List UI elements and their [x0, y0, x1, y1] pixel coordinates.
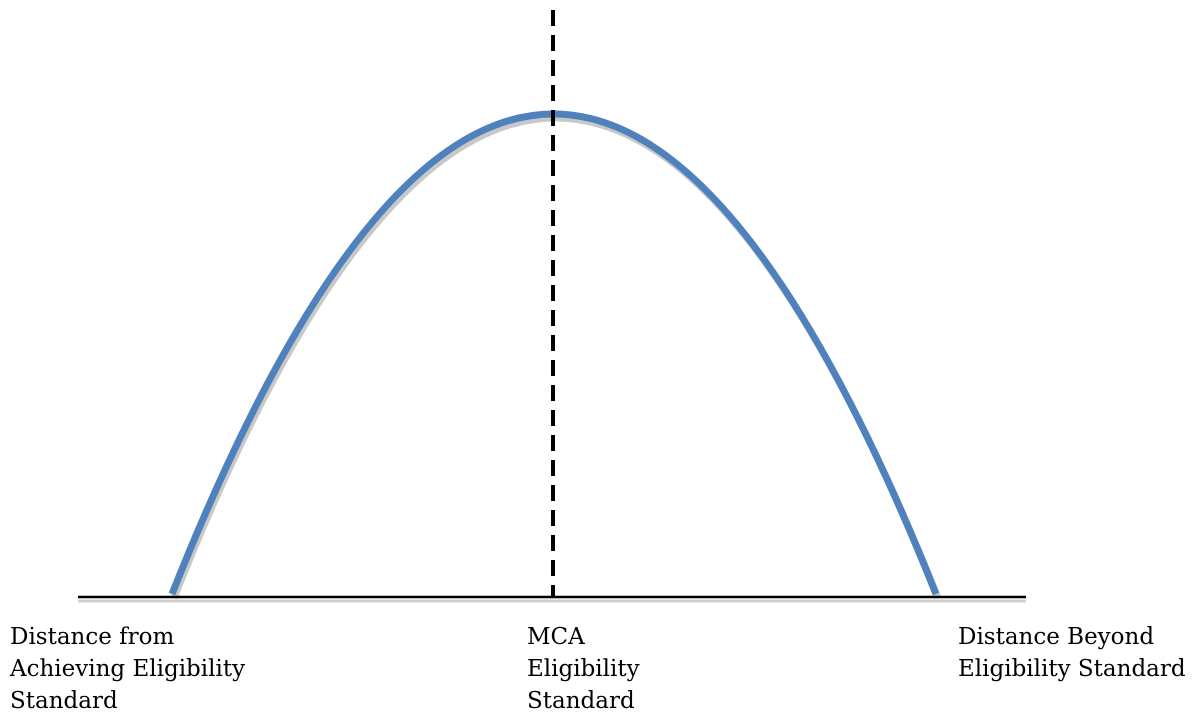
label-mca-eligibility-standard: MCA Eligibility Standard: [527, 621, 640, 717]
label-center-line-1: MCA: [527, 624, 585, 650]
label-left-line-3: Standard: [10, 688, 118, 714]
label-right-line-1: Distance Beyond: [958, 624, 1155, 650]
label-center-line-3: Standard: [527, 688, 635, 714]
label-right-line-2: Eligibility Standard: [958, 656, 1186, 682]
label-left-line-1: Distance from: [10, 624, 175, 650]
label-left-line-2: Achieving Eligibility: [10, 656, 246, 682]
label-distance-from-achieving: Distance from Achieving Eligibility Stan…: [10, 621, 245, 717]
label-distance-beyond: Distance Beyond Eligibility Standard: [958, 621, 1186, 685]
label-center-line-2: Eligibility: [527, 656, 640, 682]
